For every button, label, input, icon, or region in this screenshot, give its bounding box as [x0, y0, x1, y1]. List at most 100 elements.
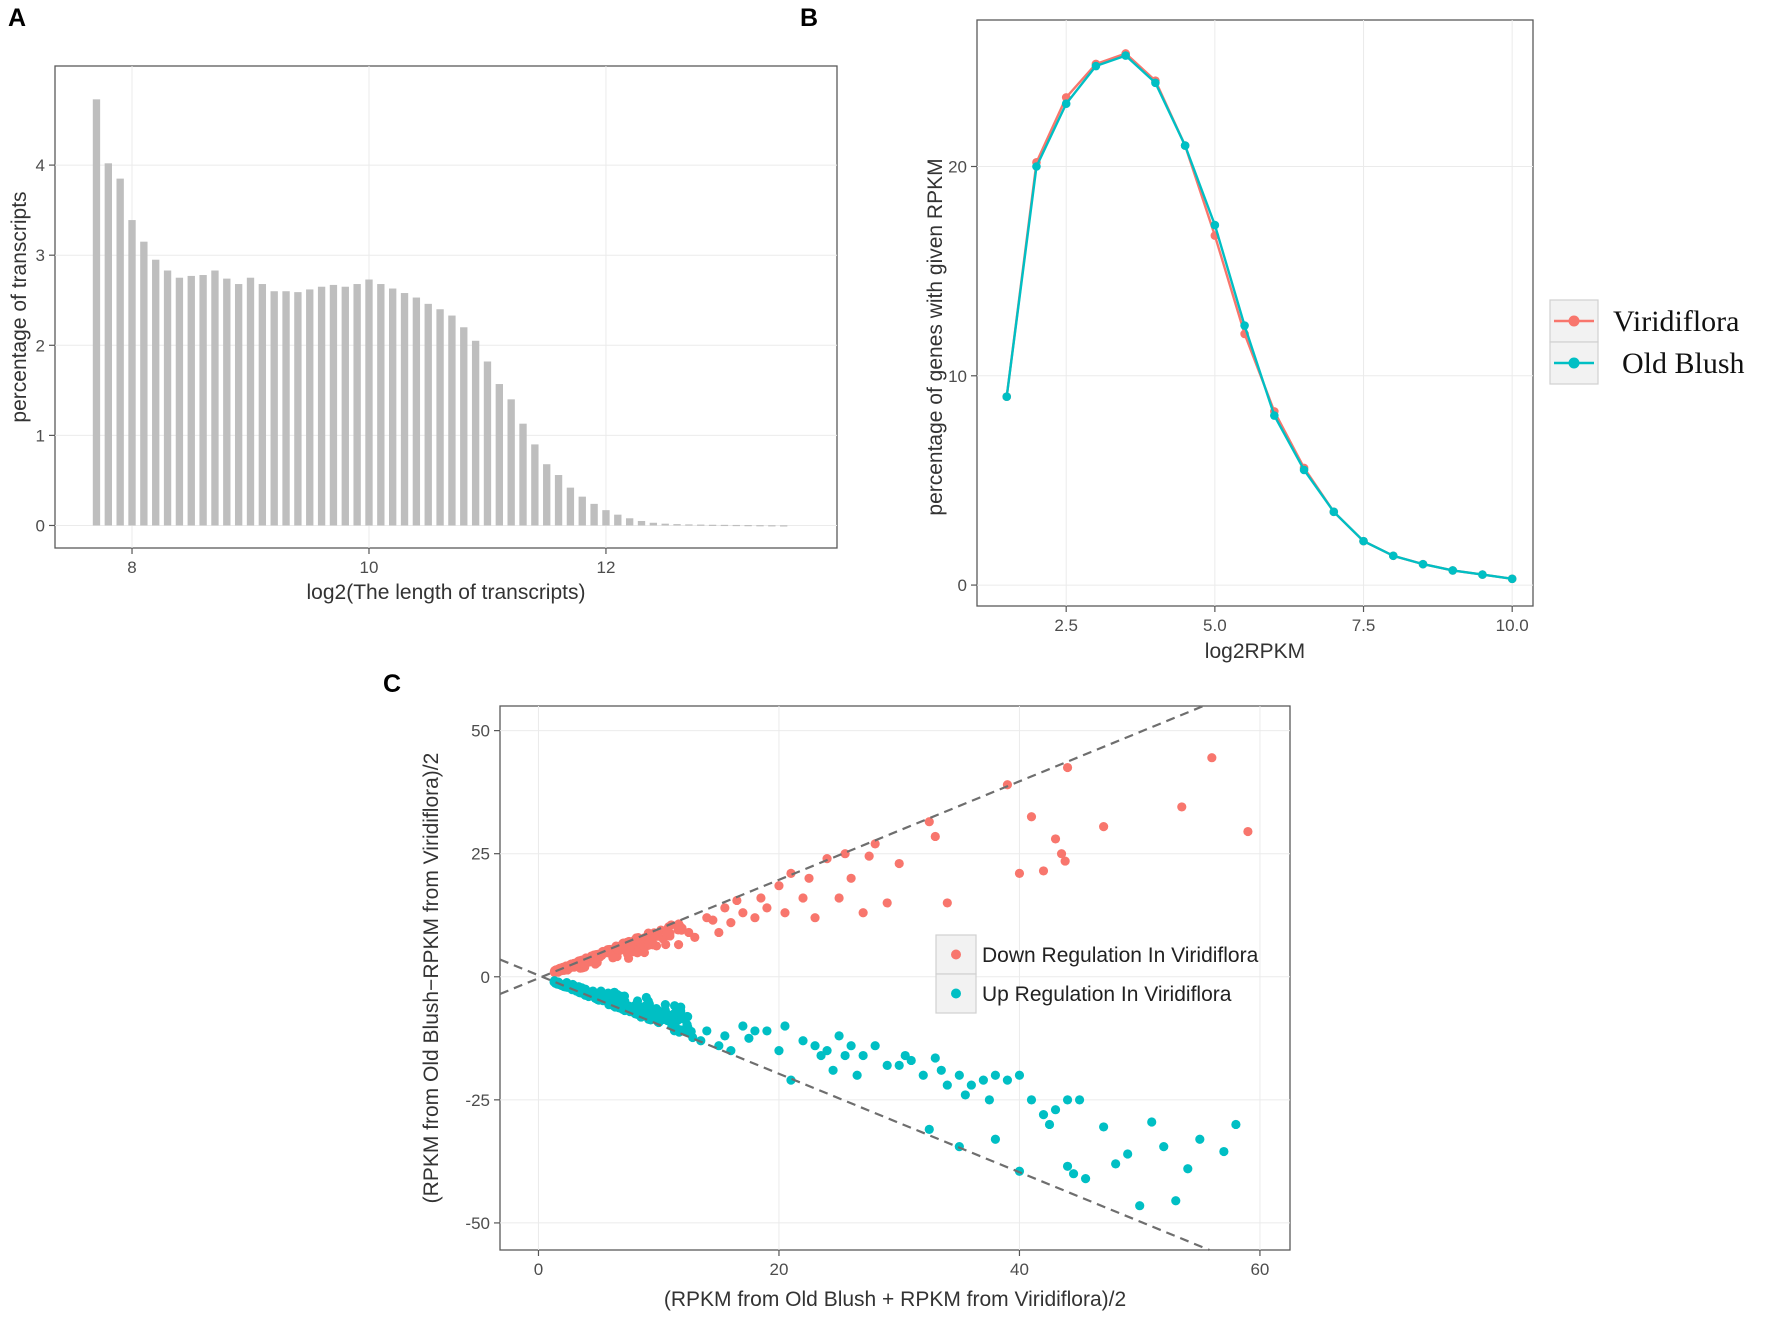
- chart-c-point-up-regulation: [679, 1014, 689, 1024]
- chart-a-bars: [92, 99, 788, 527]
- chart-a-bar: [163, 270, 172, 526]
- chart-b-plot-frame: [976, 19, 1534, 607]
- chart-c-point-down-regulation: [1014, 868, 1025, 878]
- chart-c-point-up-regulation: [1123, 1149, 1133, 1159]
- chart-a-bar: [389, 288, 397, 526]
- chart-a-bar: [649, 522, 658, 526]
- chart-c-point-down-regulation: [930, 831, 940, 842]
- chart-c-point-down-regulation: [846, 873, 856, 883]
- chart-c-point-down-regulation: [870, 839, 880, 849]
- chart-c-point-up-regulation: [750, 1026, 760, 1036]
- chart-b-point-old-blush: [1388, 551, 1398, 561]
- chart-a-bar: [661, 523, 669, 526]
- chart-b-point-old-blush: [1418, 559, 1428, 569]
- chart-c-point-up-regulation: [633, 1001, 643, 1011]
- chart-c-point-down-regulation: [726, 918, 736, 928]
- chart-c-point-up-regulation: [684, 1027, 694, 1037]
- panel-label-b: B: [800, 4, 819, 32]
- chart-a-bar: [187, 275, 195, 526]
- chart-a-bar: [554, 475, 563, 526]
- chart-a-bar: [697, 524, 705, 526]
- chart-b-point-old-blush: [1507, 574, 1517, 584]
- chart-b-legend-label-viridiflora: Viridiflora: [1613, 305, 1740, 338]
- chart-a-bar: [483, 361, 492, 526]
- chart-c-point-down-regulation: [804, 873, 814, 883]
- chart-c-point-up-regulation: [652, 1011, 663, 1021]
- chart-a-bar: [199, 275, 207, 526]
- chart-a-plot-frame: [54, 65, 838, 549]
- chart-c-point-up-regulation: [1159, 1142, 1169, 1152]
- chart-c-point-up-regulation: [702, 1026, 712, 1036]
- chart-c-point-up-regulation: [918, 1070, 928, 1080]
- chart-c-point-down-regulation: [1177, 802, 1187, 812]
- chart-c-legend-key-dot: [951, 949, 961, 960]
- chart-a-bar: [471, 340, 480, 526]
- chart-c-point-up-regulation: [846, 1041, 856, 1051]
- chart-c-point-up-regulation: [614, 1002, 625, 1012]
- chart-c-point-down-regulation: [762, 903, 772, 913]
- chart-b-point-old-blush: [1299, 465, 1309, 475]
- chart-b-point-old-blush: [1478, 570, 1487, 579]
- chart-a-bar: [294, 292, 302, 526]
- chart-a-bar: [412, 297, 421, 526]
- chart-c-point-down-regulation: [576, 958, 586, 968]
- chart-a-bar: [625, 518, 634, 526]
- chart-c-point-up-regulation: [669, 1001, 680, 1011]
- chart-c-point-up-regulation: [858, 1050, 868, 1061]
- chart-c-point-down-regulation: [661, 939, 671, 950]
- chart-b-point-old-blush: [1121, 51, 1130, 60]
- chart-c-legend: [935, 934, 977, 1014]
- chart-a-bar: [637, 520, 646, 526]
- chart-c-point-down-regulation: [774, 881, 784, 891]
- chart-c-point-up-regulation: [662, 1015, 672, 1026]
- chart-c-point-up-regulation: [798, 1036, 808, 1046]
- chart-a-bar: [140, 241, 148, 526]
- chart-b-x-tick-label: 5.0: [1203, 616, 1227, 635]
- chart-a-bar: [424, 303, 432, 526]
- chart-c-x-tick-label: 20: [770, 1260, 789, 1279]
- chart-c-point-up-regulation: [1044, 1119, 1055, 1130]
- chart-c-point-up-regulation: [978, 1075, 988, 1085]
- chart-a-bar: [780, 525, 788, 527]
- chart-c-point-down-regulation: [651, 941, 662, 951]
- chart-c-reference-line-1: [499, 704, 1204, 996]
- chart-c-point-up-regulation: [1014, 1070, 1025, 1080]
- chart-a-bar: [152, 259, 160, 526]
- chart-c-point-down-regulation: [665, 928, 675, 938]
- chart-c-point-down-regulation: [720, 903, 730, 913]
- chart-c-point-down-regulation: [1243, 826, 1253, 837]
- chart-c-point-up-regulation: [786, 1075, 796, 1085]
- chart-c-point-down-regulation: [632, 948, 643, 958]
- chart-b-y-tick-label: 0: [958, 576, 967, 595]
- chart-c-point-down-regulation: [810, 913, 820, 923]
- chart-c-point-down-regulation: [1060, 856, 1070, 866]
- chart-c-point-down-regulation: [647, 931, 658, 941]
- chart-a-bar: [685, 524, 693, 526]
- chart-c-point-up-regulation: [1002, 1075, 1013, 1085]
- chart-c-x-tick-label: 60: [1250, 1260, 1269, 1279]
- chart-b-x-tick-label: 10.0: [1496, 616, 1529, 635]
- chart-a-bar: [317, 286, 326, 526]
- chart-a-bar: [673, 524, 681, 526]
- chart-c-point-up-regulation: [670, 1008, 681, 1018]
- chart-a-bar: [732, 524, 740, 527]
- chart-a-y-tick-label: 0: [36, 516, 45, 535]
- chart-c-point-up-regulation: [1062, 1161, 1073, 1171]
- chart-c-points-up-regulation: [549, 976, 1241, 1211]
- chart-c-point-up-regulation: [882, 1060, 892, 1070]
- chart-c-legend-label-down-regulation: Down Regulation In Viridiflora: [982, 944, 1259, 967]
- chart-b-y-tick-label: 10: [948, 367, 967, 386]
- chart-a-y-tick-label: 4: [36, 156, 45, 175]
- chart-c-point-up-regulation: [641, 1001, 651, 1011]
- chart-c-point-up-regulation: [609, 992, 620, 1002]
- chart-b-point-old-blush: [1240, 321, 1249, 330]
- chart-a-bar: [756, 525, 764, 527]
- chart-a-x-tick-label: 10: [360, 558, 379, 577]
- chart-c-point-up-regulation: [936, 1065, 946, 1075]
- chart-c-legend-key-box: [935, 934, 977, 975]
- chart-b-legend: [1549, 299, 1599, 385]
- chart-c-x-tick-label: 40: [1010, 1260, 1029, 1279]
- chart-c-point-down-regulation: [924, 817, 934, 827]
- chart-b-y-tick-label: 20: [948, 158, 967, 177]
- chart-b-point-old-blush: [1329, 507, 1339, 517]
